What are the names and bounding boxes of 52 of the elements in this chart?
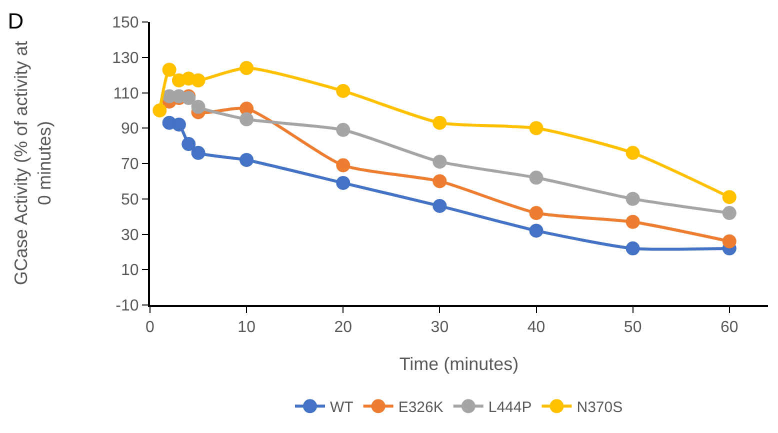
point [529,170,544,185]
x-tick-label: 40 [527,319,546,336]
point [722,206,736,220]
x-tick-label: 50 [624,319,642,336]
y-tick-label: -10 [116,298,139,315]
chart-title: D [8,8,24,34]
y-tick-label: 70 [121,156,139,174]
point [722,234,736,248]
point [626,192,640,206]
point [336,176,350,190]
point [191,146,206,160]
legend-label: E326K [398,399,444,416]
x-tick-label: 10 [238,319,256,336]
point [191,73,206,88]
y-tick-label: 30 [121,226,139,244]
y-tick-label: 10 [121,262,139,280]
y-tick-label: 150 [112,14,139,32]
point [432,154,447,169]
y-tick-label: 90 [121,120,139,138]
y-axis-title: GCase Activity (% of activity at 0 minutes) [11,41,54,286]
point [626,146,640,160]
point [240,60,254,75]
point [432,174,447,188]
point [240,152,254,167]
x-tick-label: 20 [334,319,352,336]
legend-label: N370S [576,399,623,416]
point [432,116,447,130]
point [336,122,350,137]
point [240,112,254,126]
point [336,158,350,172]
y-tick-label: 130 [112,50,139,67]
legend-label: L444P [488,399,532,416]
point [182,137,196,152]
x-axis-title: Time (minutes) [399,354,519,374]
point [626,214,640,229]
point [152,103,167,118]
x-tick-label: 0 [146,319,155,336]
point [722,190,736,204]
point [529,121,544,136]
point [432,198,447,213]
point [191,100,206,114]
point [626,241,640,256]
point [336,84,350,98]
x-tick-label: 30 [430,319,449,336]
point [172,118,186,132]
y-tick-label: 50 [121,191,139,208]
y-tick-label: 110 [113,85,139,102]
point [529,206,544,220]
point [162,62,176,77]
legend-label: WT [330,399,354,416]
point [529,224,544,238]
x-tick-label: 60 [720,319,738,336]
